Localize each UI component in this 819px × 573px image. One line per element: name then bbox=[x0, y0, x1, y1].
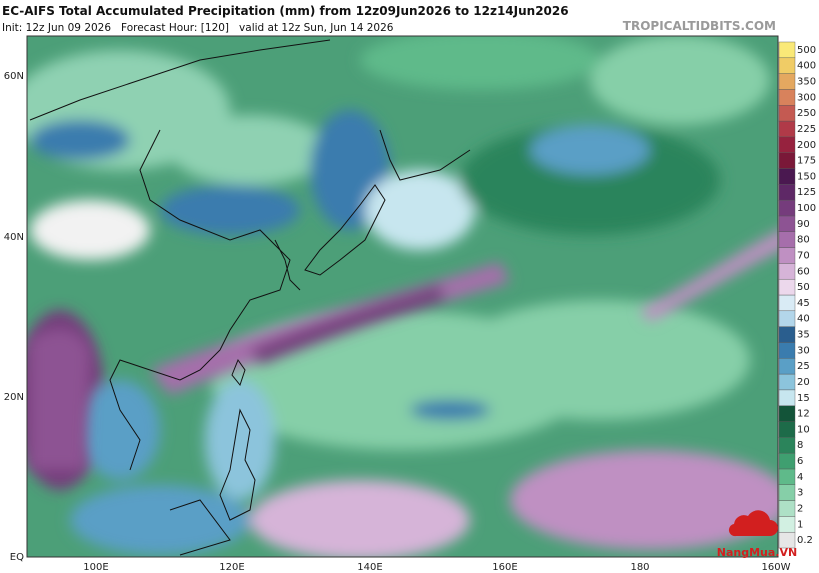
colorbar-swatch bbox=[778, 136, 796, 153]
colorbar: 0.21234681012152025303540455060708090100… bbox=[778, 41, 816, 549]
colorbar-swatch bbox=[778, 468, 796, 485]
colorbar-swatch bbox=[778, 516, 796, 533]
colorbar-swatch bbox=[778, 484, 796, 501]
title: EC-AIFS Total Accumulated Precipitation … bbox=[2, 4, 569, 18]
colorbar-swatch bbox=[778, 41, 796, 59]
latitude-label: EQ bbox=[10, 552, 24, 563]
colorbar-label: 2 bbox=[797, 503, 803, 514]
coastlines bbox=[29, 39, 471, 556]
colorbar-swatch bbox=[778, 452, 796, 470]
latitude-label: 40N bbox=[4, 232, 24, 243]
colorbar-label: 500 bbox=[797, 45, 816, 56]
colorbar-swatch bbox=[778, 294, 796, 312]
colorbar-swatch bbox=[778, 215, 796, 232]
colorbar-label: 70 bbox=[797, 250, 810, 261]
colorbar-swatch bbox=[778, 120, 796, 138]
colorbar-label: 35 bbox=[797, 330, 810, 341]
colorbar-label: 45 bbox=[797, 298, 810, 309]
colorbar-swatch bbox=[778, 152, 796, 169]
colorbar-label: 0.2 bbox=[797, 535, 813, 546]
watermark: NangMua.VN bbox=[717, 510, 797, 559]
colorbar-swatch bbox=[778, 263, 796, 280]
watermark-text: NangMua.VN bbox=[717, 546, 797, 559]
colorbar-label: 90 bbox=[797, 219, 810, 230]
colorbar-swatch bbox=[778, 105, 796, 122]
longitude-label: 120E bbox=[219, 562, 244, 573]
latitude-label: 20N bbox=[4, 392, 24, 403]
colorbar-label: 225 bbox=[797, 124, 816, 135]
colorbar-swatch bbox=[778, 310, 796, 327]
colorbar-label: 40 bbox=[797, 314, 810, 325]
colorbar-label: 6 bbox=[797, 456, 803, 467]
colorbar-label: 125 bbox=[797, 187, 816, 198]
colorbar-label: 350 bbox=[797, 77, 816, 88]
colorbar-swatch bbox=[778, 405, 796, 422]
map-field bbox=[27, 36, 778, 557]
longitude-label: 160E bbox=[492, 562, 517, 573]
colorbar-label: 30 bbox=[797, 345, 810, 356]
colorbar-label: 3 bbox=[797, 488, 803, 499]
colorbar-label: 200 bbox=[797, 140, 816, 151]
colorbar-label: 12 bbox=[797, 409, 810, 420]
longitude-label: 180 bbox=[630, 562, 649, 573]
colorbar-swatch bbox=[778, 231, 796, 248]
colorbar-swatch bbox=[778, 358, 796, 375]
colorbar-label: 10 bbox=[797, 424, 810, 435]
colorbar-swatch bbox=[778, 73, 796, 90]
colorbar-label: 300 bbox=[797, 92, 816, 103]
longitude-label: 100E bbox=[83, 562, 108, 573]
colorbar-label: 4 bbox=[797, 472, 803, 483]
colorbar-swatch bbox=[778, 57, 796, 74]
colorbar-label: 1 bbox=[797, 519, 803, 530]
colorbar-swatch bbox=[778, 342, 796, 359]
longitude-label: 160W bbox=[762, 562, 791, 573]
colorbar-label: 60 bbox=[797, 266, 810, 277]
colorbar-swatch bbox=[778, 437, 796, 454]
watermark-icon bbox=[728, 510, 778, 537]
colorbar-swatch bbox=[778, 278, 796, 296]
colorbar-swatch bbox=[778, 500, 796, 517]
colorbar-label: 50 bbox=[797, 282, 810, 293]
colorbar-swatch bbox=[778, 326, 796, 343]
colorbar-label: 150 bbox=[797, 171, 816, 182]
colorbar-label: 25 bbox=[797, 361, 810, 372]
longitude-label: 140E bbox=[357, 562, 382, 573]
colorbar-swatch bbox=[778, 421, 796, 438]
colorbar-swatch bbox=[778, 184, 796, 201]
latitude-label: 60N bbox=[4, 71, 24, 82]
site-name: TROPICALTIDBITS.COM bbox=[623, 19, 776, 33]
colorbar-label: 175 bbox=[797, 156, 816, 167]
colorbar-label: 100 bbox=[797, 203, 816, 214]
colorbar-label: 400 bbox=[797, 61, 816, 72]
colorbar-label: 15 bbox=[797, 393, 810, 404]
colorbar-swatch bbox=[778, 373, 796, 391]
colorbar-swatch bbox=[778, 247, 796, 264]
colorbar-swatch bbox=[778, 89, 796, 106]
colorbar-label: 80 bbox=[797, 235, 810, 246]
colorbar-swatch bbox=[778, 389, 796, 406]
colorbar-label: 8 bbox=[797, 440, 803, 451]
subtitle: Init: 12z Jun 09 2026 Forecast Hour: [12… bbox=[2, 22, 394, 34]
colorbar-swatch bbox=[778, 199, 796, 217]
map-frame bbox=[26, 35, 779, 558]
colorbar-label: 20 bbox=[797, 377, 810, 388]
colorbar-swatch bbox=[778, 168, 796, 185]
colorbar-label: 250 bbox=[797, 108, 816, 119]
axis-labels: 60N 40N 20N EQ 100E 120E 140E 160E 180 160W bbox=[4, 71, 791, 573]
